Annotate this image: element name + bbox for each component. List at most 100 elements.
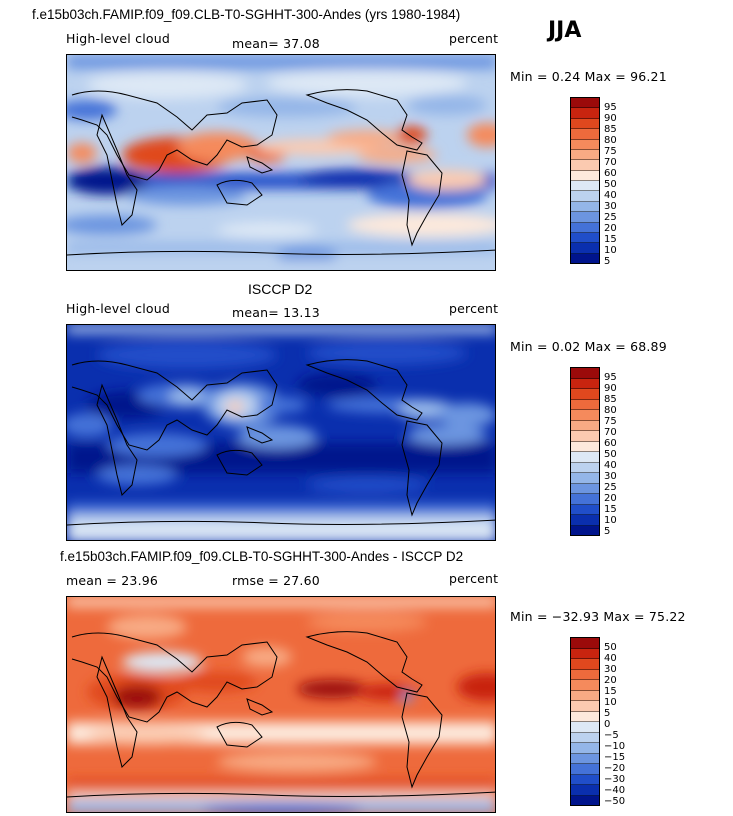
panel1-colorbar-ticks: 95 90 85 80 75 70 60 50 40 30 25 20 15 1… xyxy=(604,102,617,267)
colorbar-tick-label: −30 xyxy=(604,774,626,785)
colorbar-tick-label: 95 xyxy=(604,372,617,383)
panel2-colorbar-ticks: 95 90 85 80 75 70 60 50 40 30 25 20 15 1… xyxy=(604,372,617,537)
panel2-minmax-label: Min = 0.02 Max = 68.89 xyxy=(510,339,667,354)
colorbar-tick-label: 0 xyxy=(604,719,611,730)
colorbar-tick-label: 40 xyxy=(604,653,617,664)
panel1-variable-label: High-level cloud xyxy=(66,31,170,46)
colorbar-tick-label: 15 xyxy=(604,504,617,515)
panel1-colorbar xyxy=(570,97,600,264)
colorbar-swatch xyxy=(571,431,599,442)
colorbar-tick-label: 70 xyxy=(604,157,617,168)
colorbar-tick-label: 30 xyxy=(604,201,617,212)
colorbar-tick-label: 10 xyxy=(604,697,617,708)
colorbar-swatch xyxy=(571,149,599,161)
colorbar-tick-label: 70 xyxy=(604,427,617,438)
colorbar-tick-label: −40 xyxy=(604,785,626,796)
season-label: JJA xyxy=(548,18,582,43)
panel2-title: ISCCP D2 xyxy=(248,281,313,297)
colorbar-tick-label: 75 xyxy=(604,416,617,427)
colorbar-swatch xyxy=(571,212,599,223)
colorbar-tick-label: −50 xyxy=(604,796,626,807)
panel1-coastlines xyxy=(67,89,495,256)
colorbar-tick-label: 80 xyxy=(604,405,617,416)
colorbar-swatch xyxy=(571,774,599,785)
colorbar-swatch xyxy=(571,462,599,473)
colorbar-tick-label: 90 xyxy=(604,113,617,124)
colorbar-tick-label: 60 xyxy=(604,168,617,179)
colorbar-swatch xyxy=(571,129,599,140)
panel3-colorbar xyxy=(570,637,600,806)
colorbar-tick-label: 90 xyxy=(604,383,617,394)
colorbar-tick-label: 75 xyxy=(604,146,617,157)
colorbar-swatch xyxy=(571,139,599,150)
colorbar-swatch xyxy=(571,743,599,754)
colorbar-swatch xyxy=(571,441,599,452)
colorbar-swatch xyxy=(571,399,599,410)
colorbar-swatch xyxy=(571,170,599,181)
colorbar-swatch xyxy=(571,659,599,670)
colorbar-swatch xyxy=(571,410,599,421)
colorbar-swatch xyxy=(571,701,599,712)
colorbar-swatch xyxy=(571,711,599,722)
panel1-units-label: percent xyxy=(449,31,499,46)
colorbar-tick-label: 95 xyxy=(604,102,617,113)
colorbar-swatch xyxy=(571,181,599,192)
colorbar-swatch xyxy=(571,201,599,213)
colorbar-swatch xyxy=(571,785,599,796)
panel3-units-label: percent xyxy=(449,571,499,586)
panel3-minmax-label: Min = −32.93 Max = 75.22 xyxy=(510,609,686,624)
colorbar-tick-label: 10 xyxy=(604,515,617,526)
panel1-mean-label: mean= 37.08 xyxy=(232,36,320,51)
colorbar-tick-label: 20 xyxy=(604,493,617,504)
colorbar-swatch xyxy=(571,732,599,743)
colorbar-swatch xyxy=(571,473,599,484)
colorbar-tick-label: 30 xyxy=(604,471,617,482)
colorbar-tick-label: −5 xyxy=(604,730,619,741)
colorbar-swatch xyxy=(571,232,599,244)
colorbar-swatch xyxy=(571,494,599,505)
panel1-field xyxy=(67,55,495,270)
colorbar-tick-label: 85 xyxy=(604,124,617,135)
panel1-minmax-label: Min = 0.24 Max = 96.21 xyxy=(510,69,667,84)
panel2-coastlines xyxy=(67,359,495,526)
colorbar-tick-label: −20 xyxy=(604,763,626,774)
colorbar-tick-label: 20 xyxy=(604,223,617,234)
colorbar-tick-label: 15 xyxy=(604,686,617,697)
colorbar-swatch xyxy=(571,690,599,701)
colorbar-swatch xyxy=(571,504,599,515)
colorbar-swatch xyxy=(571,222,599,233)
panel3-map xyxy=(66,596,496,813)
colorbar-swatch xyxy=(571,638,599,649)
colorbar-tick-label: −15 xyxy=(604,752,626,763)
panel2-field xyxy=(67,325,495,540)
panel3-rmse-label: rmse = 27.60 xyxy=(232,573,320,588)
colorbar-swatch xyxy=(571,389,599,400)
colorbar-swatch xyxy=(571,525,599,535)
colorbar-swatch xyxy=(571,483,599,494)
colorbar-tick-label: 5 xyxy=(604,256,611,267)
colorbar-swatch xyxy=(571,108,599,119)
colorbar-swatch xyxy=(571,764,599,775)
colorbar-swatch xyxy=(571,722,599,733)
colorbar-tick-label: 25 xyxy=(604,212,617,223)
colorbar-swatch xyxy=(571,452,599,463)
colorbar-tick-label: 50 xyxy=(604,642,617,653)
colorbar-tick-label: 10 xyxy=(604,245,617,256)
colorbar-tick-label: 80 xyxy=(604,135,617,146)
colorbar-swatch xyxy=(571,648,599,659)
colorbar-swatch xyxy=(571,243,599,254)
panel3-colorbar-ticks: 50 40 30 20 15 10 5 0 −5 −10 −15 −20 −30… xyxy=(604,642,626,807)
colorbar-tick-label: 15 xyxy=(604,234,617,245)
colorbar-tick-label: 50 xyxy=(604,449,617,460)
colorbar-tick-label: −10 xyxy=(604,741,626,752)
panel1-map xyxy=(66,54,496,271)
colorbar-swatch xyxy=(571,378,599,389)
panel2-units-label: percent xyxy=(449,301,499,316)
panel3-mean-label: mean = 23.96 xyxy=(66,573,159,588)
colorbar-tick-label: 85 xyxy=(604,394,617,405)
colorbar-swatch xyxy=(571,160,599,171)
colorbar-swatch xyxy=(571,253,599,263)
colorbar-tick-label: 40 xyxy=(604,460,617,471)
colorbar-swatch xyxy=(571,191,599,202)
colorbar-tick-label: 20 xyxy=(604,675,617,686)
